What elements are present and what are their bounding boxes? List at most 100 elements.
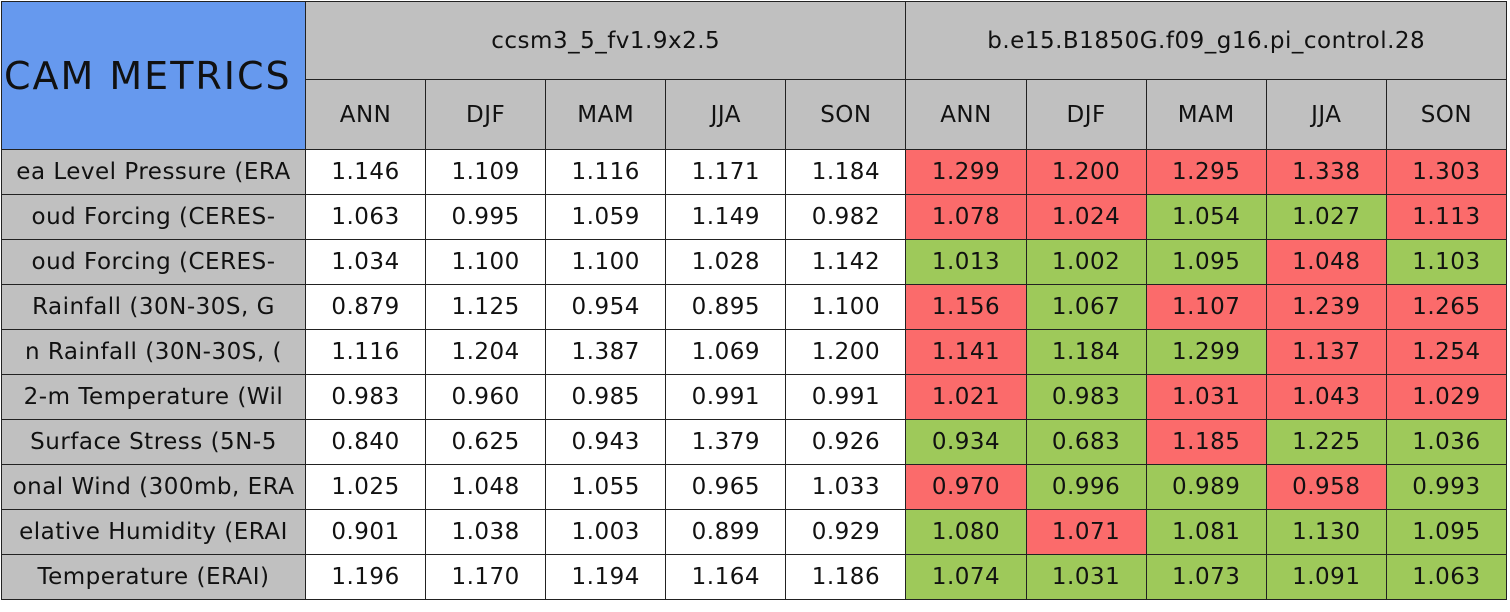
value-cell: 1.149 xyxy=(665,194,787,240)
value-cell: 1.024 xyxy=(1025,194,1147,240)
value-cell: 1.048 xyxy=(1265,239,1387,285)
row-label: oud Forcing (CERES- xyxy=(1,194,306,240)
value-cell: 0.983 xyxy=(1025,374,1147,420)
value-cell: 1.073 xyxy=(1145,554,1267,600)
value-cell: 1.036 xyxy=(1385,419,1508,465)
row-label: onal Wind (300mb, ERA xyxy=(1,464,306,510)
season-header: MAM xyxy=(1145,79,1267,150)
value-cell: 0.934 xyxy=(905,419,1027,465)
value-cell: 1.130 xyxy=(1265,509,1387,555)
value-cell: 0.899 xyxy=(665,509,787,555)
value-cell: 1.071 xyxy=(1025,509,1147,555)
value-cell: 1.338 xyxy=(1265,149,1387,195)
value-cell: 0.958 xyxy=(1265,464,1387,510)
value-cell: 0.970 xyxy=(905,464,1027,510)
value-cell: 0.625 xyxy=(425,419,547,465)
value-cell: 1.141 xyxy=(905,329,1027,375)
value-cell: 1.204 xyxy=(425,329,547,375)
value-cell: 1.095 xyxy=(1385,509,1508,555)
value-cell: 1.063 xyxy=(304,194,427,240)
value-cell: 1.100 xyxy=(785,284,907,330)
season-header: SON xyxy=(1385,79,1508,150)
row-label: n Rainfall (30N-30S, ( xyxy=(1,329,306,375)
value-cell: 1.379 xyxy=(665,419,787,465)
value-cell: 0.985 xyxy=(545,374,667,420)
value-cell: 1.002 xyxy=(1025,239,1147,285)
value-cell: 1.013 xyxy=(905,239,1027,285)
value-cell: 1.265 xyxy=(1385,284,1508,330)
value-cell: 1.156 xyxy=(905,284,1027,330)
value-cell: 1.074 xyxy=(905,554,1027,600)
value-cell: 1.113 xyxy=(1385,194,1508,240)
value-cell: 1.059 xyxy=(545,194,667,240)
table-row: oud Forcing (CERES- 1.063 0.995 1.059 1.149 0… xyxy=(1,194,1508,240)
value-cell: 1.100 xyxy=(425,239,547,285)
row-label: Surface Stress (5N-5 xyxy=(1,419,306,465)
value-cell: 1.048 xyxy=(425,464,547,510)
value-cell: 1.063 xyxy=(1385,554,1508,600)
value-cell: 1.038 xyxy=(425,509,547,555)
value-cell: 0.954 xyxy=(545,284,667,330)
row-label: oud Forcing (CERES- xyxy=(1,239,306,285)
table-row: onal Wind (300mb, ERA 1.025 1.048 1.055 0.96… xyxy=(1,464,1508,510)
value-cell: 1.239 xyxy=(1265,284,1387,330)
value-cell: 1.091 xyxy=(1265,554,1387,600)
value-cell: 0.895 xyxy=(665,284,787,330)
row-label: Rainfall (30N-30S, G xyxy=(1,284,306,330)
value-cell: 1.054 xyxy=(1145,194,1267,240)
value-cell: 1.003 xyxy=(545,509,667,555)
season-header: JJA xyxy=(1265,79,1387,150)
corner-header: CAM METRICS xyxy=(1,1,306,150)
value-cell: 1.031 xyxy=(1025,554,1147,600)
value-cell: 0.982 xyxy=(785,194,907,240)
value-cell: 0.989 xyxy=(1145,464,1267,510)
value-cell: 0.879 xyxy=(304,284,427,330)
value-cell: 1.299 xyxy=(1145,329,1267,375)
season-header: ANN xyxy=(905,79,1027,150)
table-row: elative Humidity (ERAI 0.901 1.038 1.003 0.8… xyxy=(1,509,1508,555)
table-row: ea Level Pressure (ERA 1.146 1.109 1.116 1.1… xyxy=(1,149,1508,195)
value-cell: 1.107 xyxy=(1145,284,1267,330)
value-cell: 1.116 xyxy=(304,329,427,375)
value-cell: 1.185 xyxy=(1145,419,1267,465)
value-cell: 1.299 xyxy=(905,149,1027,195)
group-header: b.e15.B1850G.f09_g16.pi_control.28 xyxy=(905,1,1507,80)
value-cell: 0.965 xyxy=(665,464,787,510)
row-label: ea Level Pressure (ERA xyxy=(1,149,306,195)
value-cell: 1.184 xyxy=(1025,329,1147,375)
season-header: SON xyxy=(785,79,907,150)
value-cell: 1.069 xyxy=(665,329,787,375)
row-label: Temperature (ERAI) xyxy=(1,554,306,600)
value-cell: 1.171 xyxy=(665,149,787,195)
value-cell: 1.116 xyxy=(545,149,667,195)
value-cell: 1.200 xyxy=(1025,149,1147,195)
table-row: Temperature (ERAI) 1.196 1.170 1.194 1.164 1.… xyxy=(1,554,1508,600)
season-header: DJF xyxy=(1025,79,1147,150)
row-label: 2-m Temperature (Wil xyxy=(1,374,306,420)
table-row: Rainfall (30N-30S, G 0.879 1.125 0.954 0.895… xyxy=(1,284,1508,330)
table-row: n Rainfall (30N-30S, (1.116 1.204 1.387 1.0… xyxy=(1,329,1508,375)
value-cell: 1.194 xyxy=(545,554,667,600)
season-header: ANN xyxy=(304,79,427,150)
row-label: elative Humidity (ERAI xyxy=(1,509,306,555)
value-cell: 1.055 xyxy=(545,464,667,510)
value-cell: 1.025 xyxy=(304,464,427,510)
table-row: 2-m Temperature (Wil 0.983 0.960 0.985 0.991… xyxy=(1,374,1508,420)
value-cell: 1.033 xyxy=(785,464,907,510)
value-cell: 1.021 xyxy=(905,374,1027,420)
value-cell: 1.295 xyxy=(1145,149,1267,195)
value-cell: 0.683 xyxy=(1025,419,1147,465)
value-cell: 1.027 xyxy=(1265,194,1387,240)
value-cell: 1.196 xyxy=(304,554,427,600)
value-cell: 1.184 xyxy=(785,149,907,195)
value-cell: 1.031 xyxy=(1145,374,1267,420)
value-cell: 0.901 xyxy=(304,509,427,555)
value-cell: 1.146 xyxy=(304,149,427,195)
value-cell: 1.200 xyxy=(785,329,907,375)
value-cell: 1.081 xyxy=(1145,509,1267,555)
value-cell: 0.983 xyxy=(304,374,427,420)
season-header: MAM xyxy=(545,79,667,150)
value-cell: 0.943 xyxy=(545,419,667,465)
group-header: ccsm3_5_fv1.9x2.5 xyxy=(304,1,907,80)
